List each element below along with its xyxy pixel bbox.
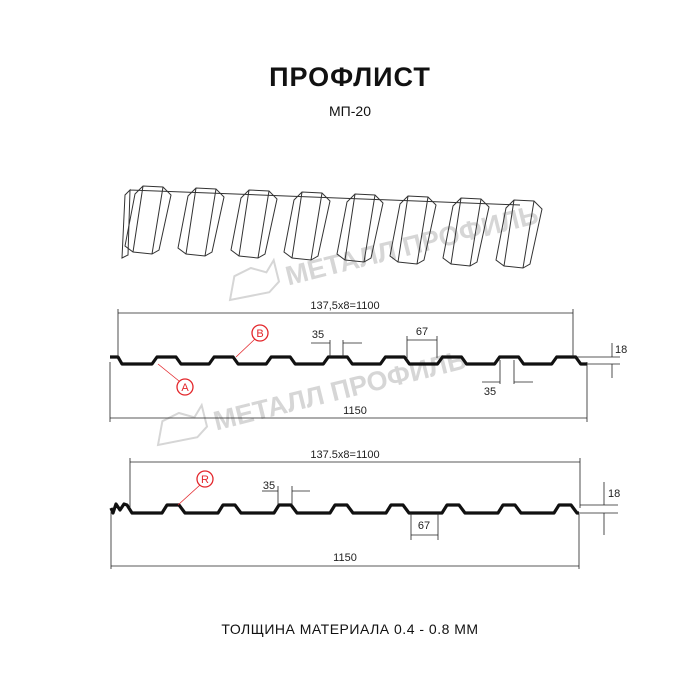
watermark-logo-icon xyxy=(156,402,209,447)
marker-a xyxy=(176,378,194,396)
isometric-sheet xyxy=(121,185,543,269)
sheet-rib xyxy=(177,187,225,257)
material-thickness-note: ТОЛЩИНА МАТЕРИАЛА 0.4 - 0.8 ММ xyxy=(221,621,479,637)
page-subtitle: МП-20 xyxy=(329,103,371,119)
marker-a-label: A xyxy=(181,382,189,394)
profile-top-outline xyxy=(110,355,587,366)
sheet-rib xyxy=(124,185,172,255)
dim-width-label: 1150 xyxy=(343,405,367,417)
watermark-text: МЕТАЛЛ ПРОФИЛЬ xyxy=(282,199,541,291)
watermark-bottom: МЕТАЛЛ ПРОФИЛЬ xyxy=(156,344,469,447)
watermark-logo-icon xyxy=(228,257,281,302)
marker-b xyxy=(251,324,269,342)
dim-height-label: 18 xyxy=(615,344,627,356)
dim-crest-label: 35 xyxy=(312,329,324,341)
sheet-rib xyxy=(336,193,384,263)
dim-height-label: 18 xyxy=(608,488,620,500)
marker-r-leader xyxy=(177,484,201,506)
dim-width-label: 1150 xyxy=(333,552,357,564)
sheet-rib xyxy=(230,189,278,259)
dim-valley-label: 67 xyxy=(418,520,430,532)
marker-a-leader xyxy=(157,363,180,382)
profile-bottom-outline xyxy=(109,502,579,515)
dim-valley-label: 67 xyxy=(416,326,428,338)
sheet-rib xyxy=(495,199,543,269)
profile-bottom xyxy=(109,458,618,569)
dim-bottom-label: 35 xyxy=(484,386,496,398)
profile-top xyxy=(109,309,620,422)
page-title: ПРОФЛИСТ xyxy=(269,62,431,92)
marker-b-leader xyxy=(235,338,256,358)
dim-crest-label: 35 xyxy=(263,480,275,492)
dim-pitch-label: 137,5x8=1100 xyxy=(310,300,379,312)
marker-b-label: B xyxy=(256,328,263,340)
sheet-rib xyxy=(442,197,490,267)
marker-r xyxy=(196,470,214,488)
sheet-rib xyxy=(283,191,331,261)
sheet-rib xyxy=(389,195,437,265)
watermark-top: МЕТАЛЛ ПРОФИЛЬ xyxy=(228,199,541,302)
marker-r-label: R xyxy=(201,474,209,486)
dim-pitch-label: 137.5x8=1100 xyxy=(310,449,379,461)
